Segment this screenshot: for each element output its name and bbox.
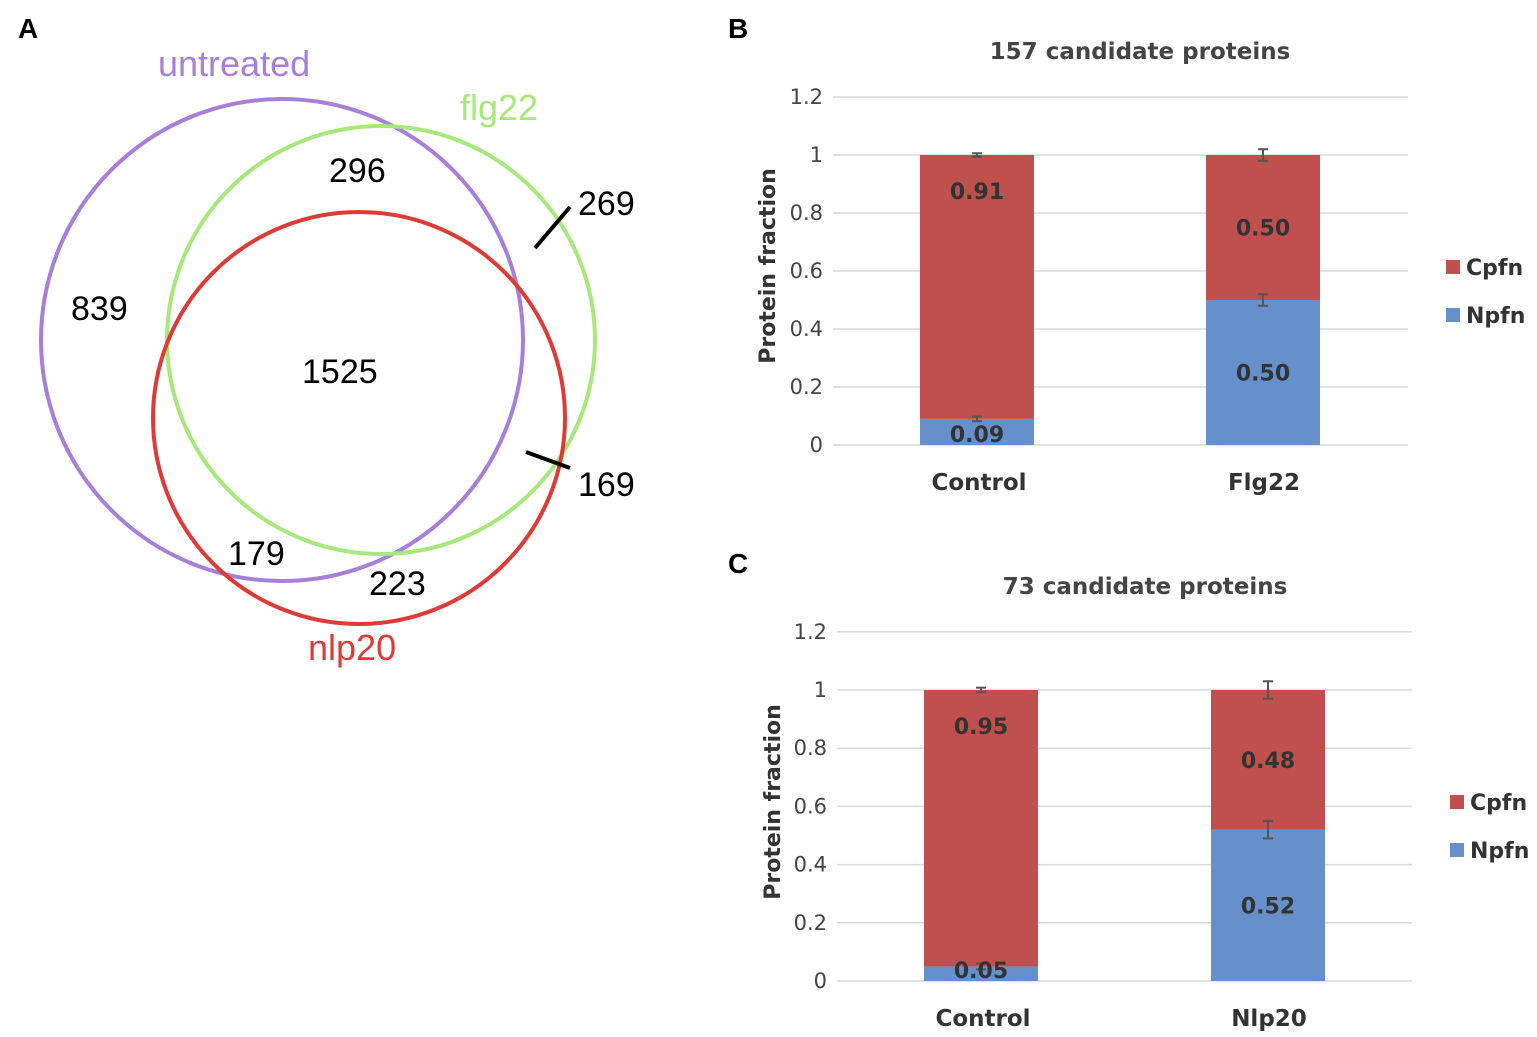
venn-count-untreated-flg22: 296 [329, 152, 386, 190]
error-bar [976, 962, 986, 971]
y-tick-label: 1.2 [794, 620, 827, 644]
y-tick-label: 0.6 [790, 259, 823, 283]
bar-npfn-nlp20 [1211, 829, 1325, 981]
panel-label-c: C [728, 548, 748, 579]
y-tick-label: 0.8 [790, 201, 823, 225]
chart-c: 73 candidate proteins Protein fraction 0… [761, 574, 1529, 1032]
error-bar [1258, 293, 1268, 307]
legend-label-cpfn: Cpfn [1466, 256, 1523, 281]
error-bar [976, 686, 986, 694]
venn-count-flg22-nlp20: 169 [578, 466, 635, 504]
bar-npfn-flg22 [1206, 300, 1320, 445]
data-label: 0.52 [1241, 894, 1295, 919]
pointer-269 [533, 205, 572, 250]
circle-untreated [39, 97, 525, 583]
bar-npfn-control [924, 966, 1038, 981]
circle-flg22 [165, 124, 597, 556]
data-label: 0.95 [954, 715, 1008, 740]
data-label: 0.48 [1241, 749, 1295, 774]
venn-count-untreated-only: 839 [71, 290, 128, 328]
y-axis-label: Protein fraction [761, 704, 786, 900]
legend-swatch-npfn [1450, 843, 1464, 857]
bar-cpfn-nlp20 [1211, 690, 1325, 830]
venn-count-all-three: 1525 [302, 353, 378, 391]
legend-swatch-cpfn [1446, 260, 1460, 274]
legend: Cpfn Npfn [1450, 791, 1529, 864]
venn-label-untreated: untreated [158, 43, 310, 84]
circle-nlp20 [151, 210, 567, 626]
bar-cpfn-flg22 [1206, 155, 1320, 300]
data-label: 0.05 [954, 959, 1008, 984]
venn-label-nlp20: nlp20 [308, 627, 396, 668]
x-tick-label: Control [935, 1006, 1030, 1032]
error-bar [1263, 680, 1273, 700]
chart-title: 73 candidate proteins [1003, 574, 1288, 600]
legend-swatch-npfn [1446, 308, 1460, 322]
error-bar [1258, 148, 1268, 162]
x-tick-label: Control [931, 470, 1026, 496]
venn-diagram [39, 97, 597, 626]
bar-cpfn-control [920, 155, 1034, 419]
venn-label-flg22: flg22 [460, 87, 538, 128]
y-tick-label: 1 [814, 678, 827, 702]
error-bar [972, 152, 982, 158]
y-tick-label: 1.2 [790, 85, 823, 109]
y-tick-label: 0.4 [794, 853, 827, 877]
y-tick-label: 0 [814, 969, 827, 993]
legend-label-npfn: Npfn [1466, 304, 1525, 329]
data-label: 0.91 [950, 180, 1004, 205]
venn-count-untreated-nlp20: 179 [228, 535, 285, 573]
panel-label-a: A [18, 13, 38, 44]
data-label: 0.09 [950, 423, 1004, 448]
pointer-169 [525, 450, 571, 470]
legend-label-cpfn: Cpfn [1470, 791, 1527, 816]
y-tick-label: 0.4 [790, 317, 823, 341]
legend-swatch-cpfn [1450, 795, 1464, 809]
x-tick-label: Flg22 [1228, 470, 1300, 496]
venn-count-flg22-only: 269 [578, 185, 635, 223]
y-tick-label: 0.2 [790, 375, 823, 399]
y-tick-label: 0.2 [794, 911, 827, 935]
chart-b: 157 candidate proteins Protein fraction … [756, 39, 1525, 496]
bar-npfn-control [920, 418, 1034, 445]
data-label: 0.50 [1236, 362, 1290, 387]
panel-label-b: B [728, 13, 748, 44]
venn-count-nlp20-only: 223 [369, 565, 426, 603]
bar-cpfn-control [924, 690, 1038, 967]
data-label: 0.50 [1236, 217, 1290, 242]
x-tick-label: Nlp20 [1231, 1006, 1307, 1032]
y-tick-label: 0 [810, 433, 823, 457]
y-tick-label: 1 [810, 143, 823, 167]
legend-label-npfn: Npfn [1470, 839, 1529, 864]
chart-title: 157 candidate proteins [990, 39, 1291, 65]
error-bar [972, 415, 982, 423]
y-tick-label: 0.6 [794, 794, 827, 818]
y-axis-label: Protein fraction [756, 168, 781, 364]
error-bar [1263, 819, 1273, 840]
legend: Cpfn Npfn [1446, 256, 1525, 329]
y-tick-label: 0.8 [794, 736, 827, 760]
